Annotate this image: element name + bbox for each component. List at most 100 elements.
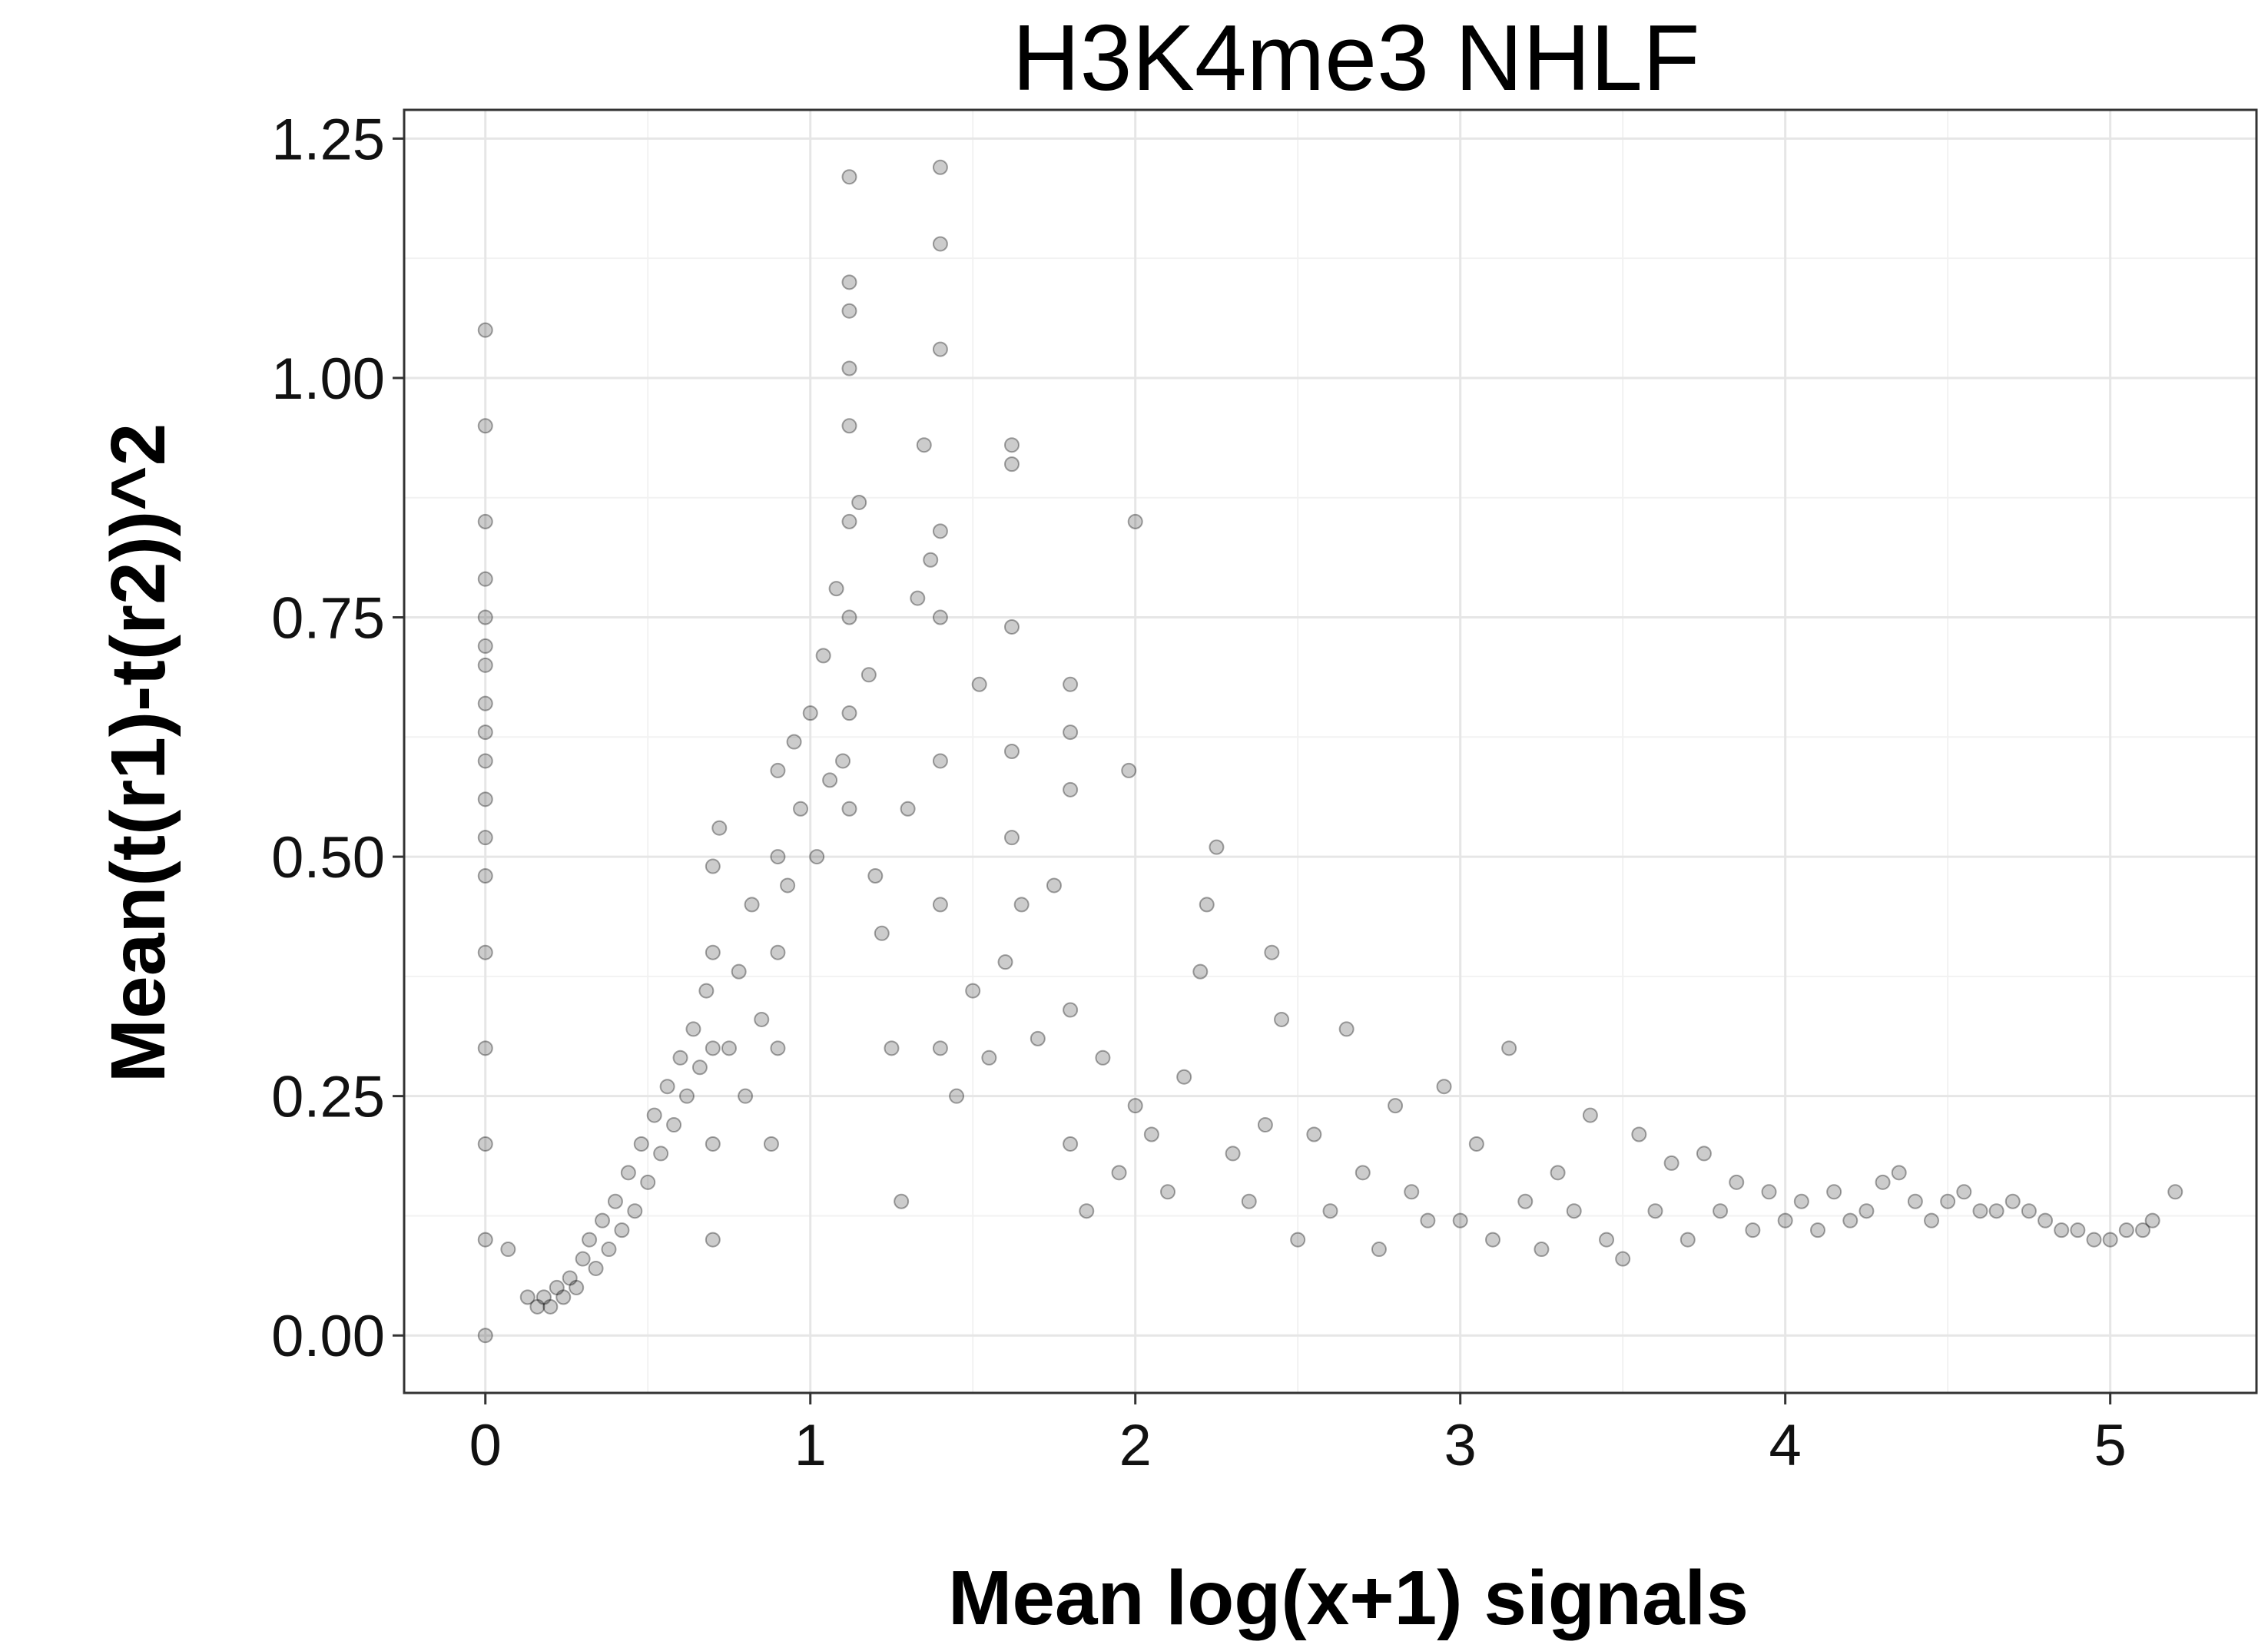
data-point: [691, 1059, 708, 1076]
data-point: [780, 877, 796, 894]
data-point: [1127, 513, 1143, 529]
data-point: [802, 705, 818, 721]
data-point: [705, 944, 721, 960]
data-point: [477, 322, 493, 338]
data-point: [1225, 1146, 1241, 1162]
data-point: [841, 801, 857, 817]
data-point: [549, 1279, 565, 1295]
data-point: [910, 590, 926, 606]
data-point: [2021, 1203, 2037, 1219]
data-point: [477, 609, 493, 625]
data-point: [1079, 1203, 1095, 1219]
data-point: [1663, 1155, 1679, 1171]
data-point: [705, 858, 721, 874]
data-point: [653, 1146, 669, 1162]
data-point: [1875, 1174, 1891, 1190]
data-point: [1046, 877, 1062, 894]
data-point: [1199, 897, 1215, 913]
data-point: [1030, 1030, 1046, 1046]
data-point: [815, 648, 831, 664]
data-point: [1777, 1212, 1793, 1229]
data-point: [841, 360, 857, 376]
data-point: [1599, 1232, 1615, 1248]
data-point: [770, 1040, 786, 1056]
data-point: [1550, 1165, 1566, 1181]
data-point: [666, 1117, 682, 1133]
data-point: [1761, 1184, 1777, 1200]
data-point: [477, 695, 493, 711]
data-point: [1679, 1232, 1696, 1248]
data-point: [1354, 1165, 1371, 1181]
data-point: [1696, 1146, 1712, 1162]
data-point: [1729, 1174, 1745, 1190]
data-point: [1988, 1203, 2004, 1219]
data-point: [971, 676, 987, 692]
x-tick-label: 0: [469, 1413, 502, 1478]
data-point: [1809, 1222, 1825, 1238]
data-point: [1517, 1193, 1534, 1209]
data-point: [851, 494, 867, 510]
data-point: [1160, 1184, 1176, 1200]
x-tick-label: 1: [794, 1413, 827, 1478]
data-point: [1063, 676, 1079, 692]
data-point: [1924, 1212, 1940, 1229]
data-point: [1063, 781, 1079, 797]
data-point: [1306, 1126, 1322, 1142]
data-point: [529, 1298, 545, 1315]
data-point: [1858, 1203, 1875, 1219]
data-point: [841, 169, 857, 185]
data-point: [841, 418, 857, 434]
data-point: [477, 513, 493, 529]
data-point: [1192, 963, 1209, 980]
data-point: [932, 159, 948, 175]
data-point: [1388, 1098, 1404, 1114]
data-point: [884, 1040, 900, 1056]
data-point: [932, 897, 948, 913]
data-point: [1264, 944, 1280, 960]
data-point: [1647, 1203, 1663, 1219]
data-point: [477, 868, 493, 884]
data-point: [633, 1136, 649, 1152]
data-point: [2038, 1212, 2054, 1229]
data-point: [607, 1193, 623, 1209]
data-point: [731, 963, 747, 980]
data-point: [2102, 1232, 2118, 1248]
data-point: [477, 418, 493, 434]
data-point: [2118, 1222, 2134, 1238]
data-point: [477, 657, 493, 673]
data-point: [477, 830, 493, 846]
data-point: [477, 1328, 493, 1344]
data-point: [500, 1242, 516, 1258]
data-point: [1907, 1193, 1923, 1209]
data-point: [582, 1232, 598, 1248]
data-point: [1404, 1184, 1420, 1200]
y-tick-label: 0.00: [271, 1304, 385, 1369]
data-point: [770, 944, 786, 960]
data-point: [916, 437, 932, 453]
data-point: [2134, 1222, 2150, 1238]
y-tick-label: 0.25: [271, 1065, 385, 1130]
data-point: [698, 983, 715, 999]
data-point: [640, 1174, 656, 1190]
data-point: [646, 1107, 662, 1123]
data-point: [711, 820, 728, 836]
data-point: [997, 954, 1013, 970]
data-point: [1956, 1184, 1972, 1200]
data-point: [1891, 1165, 1907, 1181]
data-point: [874, 925, 890, 941]
data-point: [1420, 1212, 1436, 1229]
data-point: [841, 609, 857, 625]
data-point: [659, 1079, 675, 1095]
data-point: [705, 1040, 721, 1056]
data-point: [2144, 1212, 2160, 1229]
data-point: [542, 1298, 559, 1315]
data-point: [841, 274, 857, 290]
data-point: [595, 1212, 611, 1229]
data-point: [1127, 1098, 1143, 1114]
data-point: [1013, 897, 1030, 913]
data-point: [705, 1232, 721, 1248]
data-point: [1111, 1165, 1127, 1181]
data-point: [1257, 1117, 1273, 1133]
data-point: [744, 897, 760, 913]
